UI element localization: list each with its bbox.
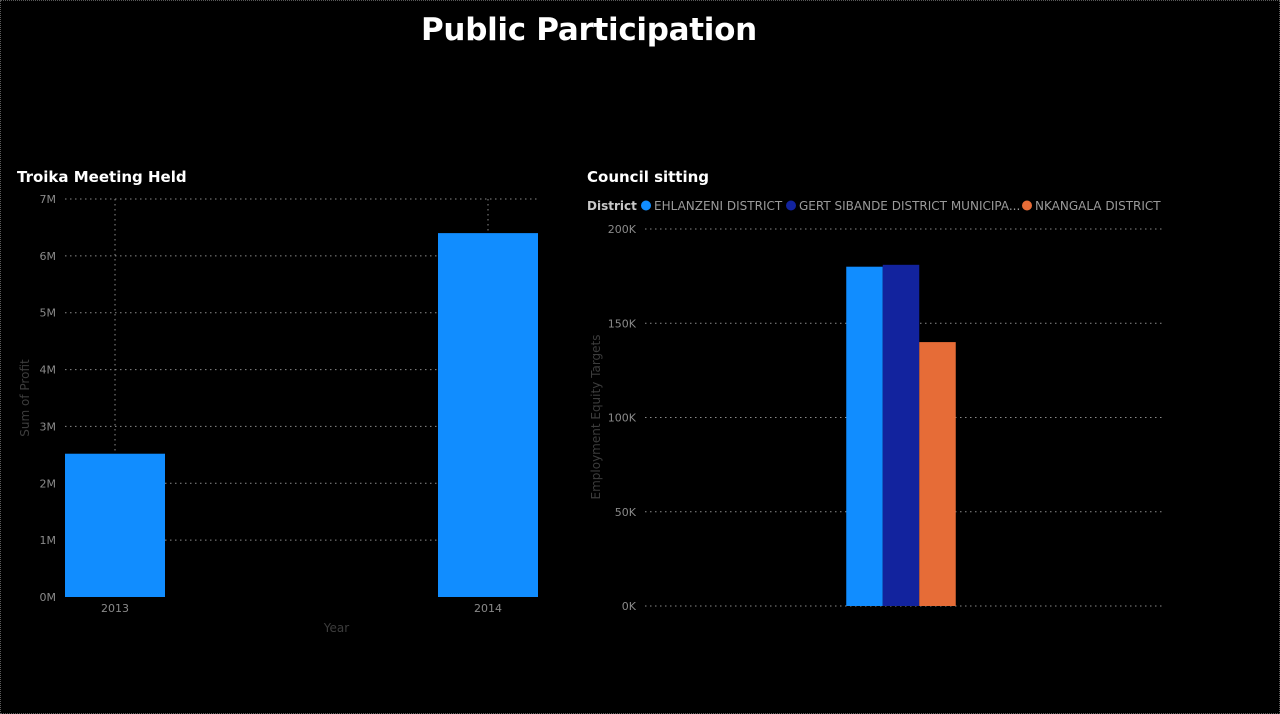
troika-meeting-chart[interactable]: 0M 1M 2M 3M 4M 5M 6M 7M 2013 2014 Year Sum of Profi… [0, 0, 580, 714]
bar-nkangala-district[interactable] [919, 342, 956, 606]
troika-chart-title: Troika Meeting Held [17, 168, 187, 186]
y-tick-label: 4M [40, 364, 57, 377]
x-tick-label: 2013 [101, 602, 129, 615]
legend-label[interactable]: EHLANZENI DISTRICT [654, 199, 783, 213]
y-axis-title: Employment Equity Targets [589, 335, 603, 500]
y-tick-label: 50K [615, 506, 637, 519]
y-tick-label: 0K [622, 600, 637, 613]
legend-marker [641, 200, 651, 211]
y-tick-label: 3M [40, 420, 57, 433]
bar-ehlanzeni-district[interactable] [846, 266, 883, 606]
bar-2013[interactable] [65, 453, 165, 597]
bar-2014[interactable] [438, 233, 538, 597]
y-tick-label: 2M [40, 477, 57, 490]
council-chart-title: Council sitting [587, 168, 710, 186]
y-tick-label: 6M [40, 250, 57, 263]
y-tick-label: 7M [40, 193, 57, 206]
y-tick-label: 5M [40, 307, 57, 320]
legend-label[interactable]: GERT SIBANDE DISTRICT MUNICIPA... [799, 199, 1020, 213]
legend-title: District [587, 199, 637, 213]
y-tick-label: 150K [608, 317, 637, 330]
bar-gert-sibande-district-municipa[interactable] [882, 264, 920, 606]
legend-marker [786, 200, 796, 211]
legend-label[interactable]: NKANGALA DISTRICT [1035, 199, 1161, 213]
y-axis-title: Sum of Profit [18, 359, 32, 437]
x-axis-title: Year [323, 621, 349, 635]
y-tick-label: 100K [608, 412, 637, 425]
y-tick-label: 0M [40, 591, 57, 604]
y-tick-label: 1M [40, 534, 57, 547]
page-title: Public Participation [421, 12, 757, 48]
legend-marker [1022, 200, 1032, 211]
x-tick-label: 2014 [474, 602, 502, 615]
y-tick-label: 200K [608, 223, 637, 236]
